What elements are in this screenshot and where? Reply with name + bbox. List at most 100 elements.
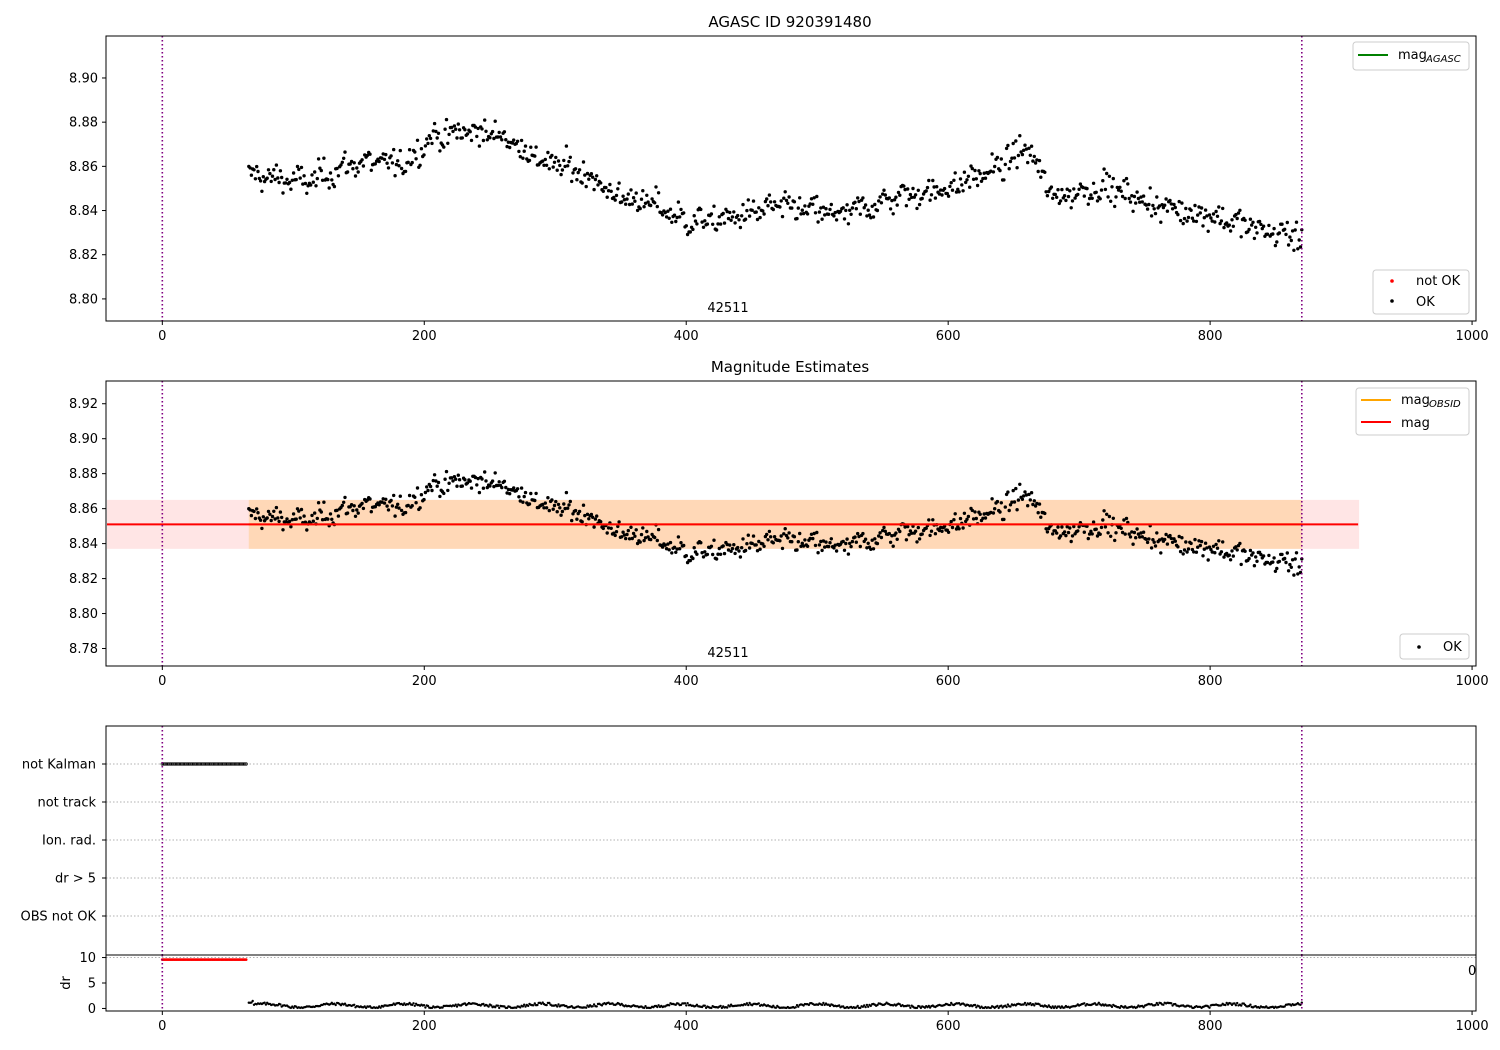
dr-point (928, 1006, 932, 1009)
data-point (939, 188, 943, 192)
data-point (848, 541, 852, 546)
data-point (796, 206, 800, 210)
data-point (863, 537, 868, 541)
data-point (865, 546, 869, 550)
data-point (1197, 205, 1201, 209)
data-point (769, 535, 773, 539)
data-point (982, 512, 986, 516)
data-point (1199, 206, 1204, 210)
data-point (1134, 536, 1138, 540)
data-point (656, 527, 661, 532)
data-point (413, 150, 417, 154)
data-point (982, 171, 986, 175)
data-point (425, 485, 429, 489)
data-point (751, 534, 756, 538)
data-point (546, 496, 550, 500)
data-point (1076, 192, 1080, 197)
data-point (393, 514, 397, 518)
data-point (315, 516, 319, 521)
dr-point (657, 1004, 660, 1007)
data-point (351, 167, 355, 171)
data-point (730, 546, 735, 551)
data-point (1023, 143, 1027, 147)
data-point (1077, 187, 1081, 191)
data-point (1234, 212, 1238, 217)
data-point (668, 540, 673, 545)
data-point (386, 508, 391, 512)
data-point (1239, 562, 1243, 567)
data-point (457, 128, 462, 132)
data-point (273, 517, 277, 521)
data-point (650, 197, 654, 201)
data-point (699, 207, 703, 212)
data-point (311, 180, 315, 184)
dr-point (523, 1003, 526, 1006)
data-point (1222, 225, 1226, 230)
data-point (1255, 559, 1259, 563)
data-point (1177, 534, 1181, 539)
data-point (580, 520, 584, 524)
data-point (991, 170, 996, 174)
data-point (722, 551, 727, 556)
data-point (585, 171, 590, 176)
dr-point (263, 1001, 266, 1004)
data-point (541, 159, 545, 163)
data-point (465, 481, 470, 485)
data-point (493, 119, 497, 123)
data-point (1082, 530, 1087, 534)
data-point (1113, 204, 1117, 209)
data-point (903, 187, 907, 192)
data-point (821, 205, 826, 209)
data-point (717, 215, 721, 219)
data-point (1105, 512, 1109, 516)
data-point (541, 502, 545, 507)
data-point (1113, 538, 1117, 543)
data-point (570, 179, 574, 184)
dr-point (909, 1006, 912, 1009)
data-point (506, 487, 511, 492)
data-point (1288, 562, 1292, 567)
data-point (290, 518, 294, 522)
data-point (1026, 504, 1030, 508)
data-point (813, 211, 818, 215)
data-point (287, 180, 292, 185)
data-point (801, 544, 806, 548)
data-point (1031, 502, 1035, 507)
dr-point (548, 1001, 551, 1005)
data-point (832, 546, 836, 550)
data-point (949, 181, 953, 185)
data-point (733, 221, 737, 225)
data-point (858, 544, 862, 549)
data-point (667, 548, 671, 552)
data-point (587, 177, 591, 181)
data-point (463, 478, 467, 482)
data-point (558, 163, 562, 168)
dr-point (719, 1004, 722, 1008)
data-point (1131, 542, 1135, 546)
data-point (1139, 531, 1143, 535)
data-point (546, 150, 550, 155)
data-point (256, 511, 260, 515)
data-point (1265, 232, 1270, 236)
data-point (803, 538, 807, 542)
data-point (298, 516, 302, 520)
dr-point (441, 1006, 444, 1009)
data-point (1254, 555, 1258, 559)
data-point (349, 503, 354, 507)
data-point (573, 508, 578, 513)
data-point (641, 526, 645, 530)
data-point (1182, 216, 1187, 221)
data-point (1206, 229, 1210, 233)
panel-agasc: AGASC ID 920391480 0 200 400 600 800 1000 8.80… (69, 13, 1489, 344)
data-point (319, 510, 323, 514)
data-point (906, 187, 910, 191)
data-point (1196, 213, 1200, 217)
data-point (977, 169, 981, 173)
data-point (571, 171, 575, 175)
data-point (1089, 193, 1093, 197)
data-point (678, 547, 682, 551)
data-point (1211, 212, 1216, 216)
data-point (695, 222, 699, 226)
data-point (558, 506, 562, 510)
data-point (573, 167, 578, 171)
